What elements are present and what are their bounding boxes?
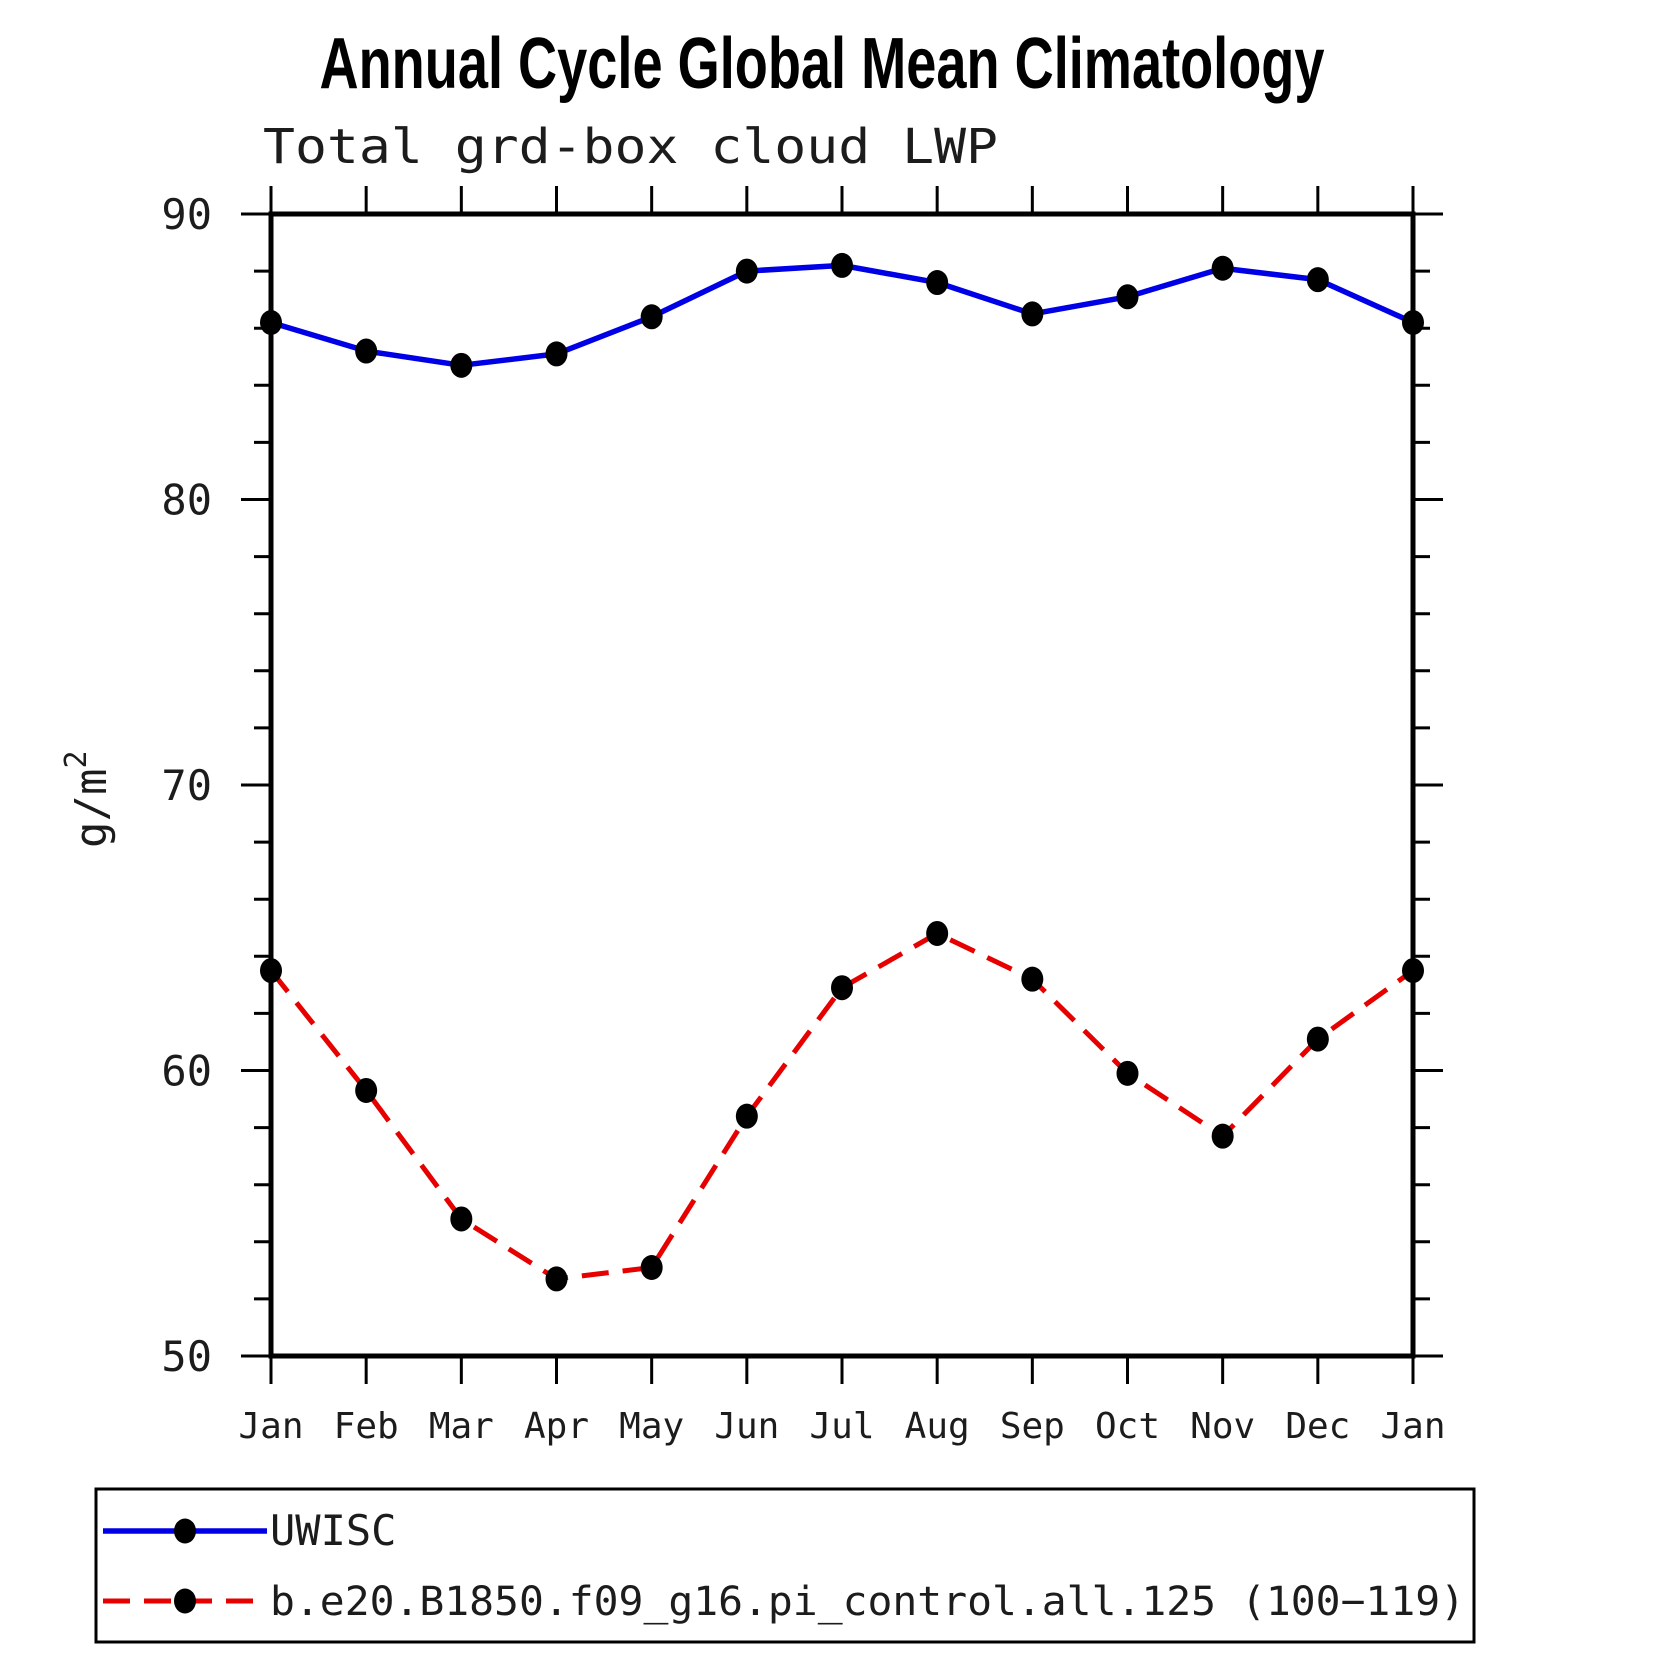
data-point [450, 1206, 473, 1232]
data-point [1306, 1026, 1329, 1052]
data-point [1306, 267, 1329, 293]
x-tick-label: Feb [334, 1406, 399, 1447]
x-tick-label: Jan [1380, 1406, 1445, 1447]
data-point [640, 1254, 663, 1280]
data-point [1211, 255, 1234, 281]
data-point [640, 304, 663, 330]
data-point [1402, 958, 1424, 984]
data-point [1021, 966, 1044, 992]
data-point [260, 309, 282, 335]
legend-marker-model [174, 1588, 196, 1614]
legend-label-uwisc: UWISC [270, 1506, 396, 1555]
legend: UWISC b.e20.B1850.f09_g16.pi_control.all… [94, 1487, 1476, 1644]
x-tick-label: Dec [1285, 1406, 1350, 1447]
y-axis-title-sup: 2 [59, 750, 94, 768]
x-tick-label: Mar [429, 1406, 494, 1447]
legend-label-model: b.e20.B1850.f09_g16.pi_control.all.125 (… [270, 1579, 1465, 1625]
data-point [545, 341, 568, 367]
x-tick-label: Jul [809, 1406, 874, 1447]
y-tick-label: 60 [161, 1047, 212, 1096]
legend-box [94, 1487, 1476, 1644]
uwisc-line [270, 262, 1415, 369]
x-tick-label: Jun [714, 1406, 779, 1447]
data-point [1402, 309, 1424, 335]
chart-subtitle: Total grd-box cloud LWP [263, 119, 998, 175]
axes: Jan Feb Mar Apr May Jun Jul Aug Sep Oct Nov Dec Jan 5… [161, 186, 1446, 1447]
data-point [735, 1103, 758, 1129]
x-tick-label: Apr [524, 1406, 589, 1447]
data-point [926, 270, 949, 296]
y-axis-title-base: g/m [66, 769, 117, 848]
data-point [1116, 284, 1139, 310]
plot-frame [268, 211, 1416, 1359]
data-point [260, 958, 282, 984]
data-point [831, 252, 853, 278]
y-tick-label: 90 [161, 190, 212, 239]
data-point [450, 352, 473, 378]
data-point [355, 338, 378, 364]
data-point [1021, 301, 1044, 327]
data-point [1116, 1060, 1139, 1086]
legend-marker-uwisc [174, 1518, 196, 1544]
series [260, 252, 1424, 1292]
x-tick-label: Nov [1190, 1406, 1255, 1447]
y-tick-label: 50 [161, 1332, 212, 1381]
x-tick-label: Oct [1095, 1406, 1160, 1447]
y-tick-label: 70 [161, 761, 212, 810]
data-point [735, 258, 758, 284]
x-tick-label: Sep [1000, 1406, 1065, 1447]
x-tick-label: Aug [905, 1406, 970, 1447]
data-point [926, 920, 949, 946]
data-point [1211, 1123, 1234, 1149]
chart-title: Annual Cycle Global Mean Climatology [320, 24, 1325, 104]
data-point [831, 975, 853, 1001]
x-tick-label: May [619, 1406, 684, 1447]
data-point [545, 1266, 568, 1292]
x-tick-label: Jan [238, 1406, 303, 1447]
y-axis-title: g/m2 [59, 750, 117, 848]
data-point [355, 1077, 378, 1103]
y-tick-label: 80 [161, 476, 212, 525]
